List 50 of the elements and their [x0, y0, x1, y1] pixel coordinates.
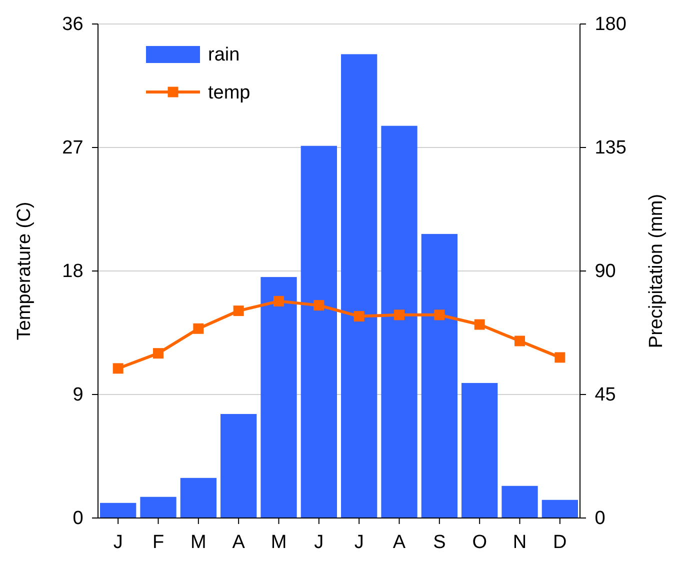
bar — [421, 234, 458, 518]
point — [394, 310, 404, 320]
y-tick-label: 36 — [62, 14, 84, 36]
legend-label: temp — [208, 82, 250, 104]
bar — [542, 500, 578, 518]
x-tick-label: O — [472, 532, 487, 553]
bar — [140, 496, 176, 518]
y2-axis-title: Precipitation (mm) — [646, 194, 667, 348]
point — [474, 319, 485, 330]
x-tick-label: S — [433, 532, 446, 553]
bar — [502, 486, 538, 518]
y-tick-label: 9 — [72, 384, 84, 406]
y-tick-label: 18 — [62, 261, 84, 282]
point — [554, 352, 566, 363]
x-tick-label: A — [232, 532, 246, 553]
point — [193, 323, 204, 334]
y2-tick-label: 135 — [594, 138, 626, 159]
bar — [220, 414, 257, 518]
bar — [100, 502, 136, 518]
point — [274, 296, 284, 306]
y-tick-label: 0 — [72, 508, 84, 530]
y2-tick-label: 0 — [594, 508, 606, 530]
x-tick-label: D — [553, 532, 567, 553]
point — [233, 306, 244, 316]
point — [153, 348, 164, 359]
bar — [462, 382, 498, 518]
x-tick-label: J — [314, 532, 324, 553]
x-tick-label: M — [190, 532, 206, 553]
x-tick-label: F — [152, 532, 164, 553]
bar — [260, 277, 297, 518]
point — [354, 311, 364, 322]
point — [434, 310, 445, 320]
y-tick-label: 27 — [62, 138, 84, 159]
y2-tick-label: 180 — [594, 14, 626, 36]
point — [112, 363, 124, 374]
bar — [300, 146, 337, 518]
bar — [180, 478, 216, 518]
x-tick-label: J — [354, 532, 364, 553]
x-tick-label: J — [113, 532, 123, 553]
y-axis-title: Temperature (C) — [14, 202, 35, 340]
y2-tick-label: 45 — [594, 384, 616, 406]
point — [514, 336, 525, 346]
bar — [341, 54, 378, 518]
legend-label: rain — [208, 44, 240, 66]
point — [314, 300, 324, 311]
bar — [381, 126, 418, 518]
x-tick-label: A — [392, 532, 406, 553]
y2-tick-label: 90 — [594, 261, 616, 282]
x-tick-label: M — [270, 532, 287, 553]
x-tick-label: N — [512, 532, 527, 553]
